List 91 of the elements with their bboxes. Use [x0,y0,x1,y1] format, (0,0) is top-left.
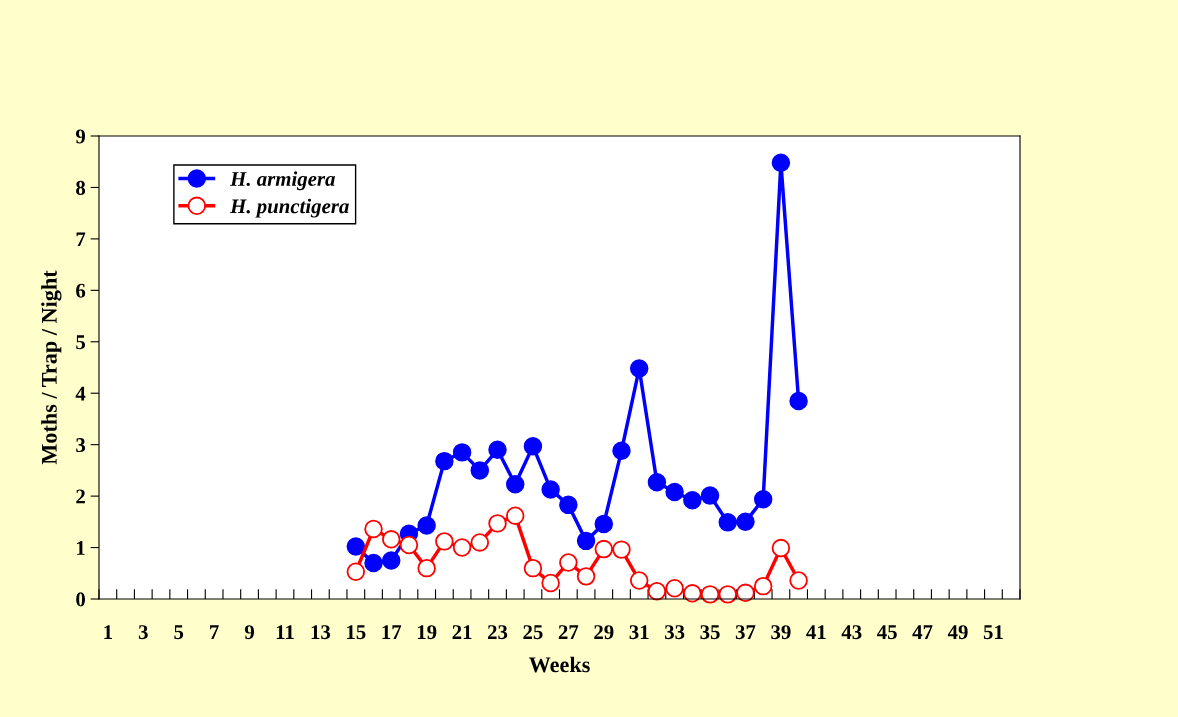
point [559,553,578,572]
point [523,436,543,456]
point [789,571,808,590]
x-tick-label: 5 [174,625,184,640]
point [346,562,366,581]
point [435,451,454,471]
x-tick-label: 23 [487,625,508,640]
point [576,567,596,586]
point [541,573,560,593]
point [488,514,507,533]
point [665,578,684,598]
point [346,537,366,556]
x-tick-label: 49 [947,625,968,640]
x-axis-title: Weeks [528,656,590,673]
point [736,583,755,603]
x-tick-label: 3 [138,625,148,640]
point [523,558,543,578]
x-tick-label: 21 [452,625,472,639]
x-tick-label: 33 [664,625,685,640]
y-tick-label: 0 [76,592,86,607]
point [470,461,490,480]
x-tick-label: 9 [244,625,254,640]
legend-label: H. armigera [229,171,335,191]
point [612,540,631,559]
point [382,530,401,549]
y-tick-label: 9 [75,129,86,144]
point [736,512,755,532]
x-tick-label: 31 [629,625,649,640]
point [771,153,791,172]
point [541,480,560,499]
point [452,538,472,557]
point [753,576,773,596]
x-tick-label: 7 [210,625,219,639]
point [683,584,702,603]
point [753,489,773,509]
y-tick-label: 2 [76,489,85,504]
point [382,551,401,570]
y-tick-label: 8 [76,180,86,195]
y-tick-label: 5 [76,335,86,350]
point [718,585,737,604]
y-tick-label: 6 [76,283,86,298]
x-tick-label: 47 [912,625,933,639]
x-tick-label: 1 [104,625,112,639]
x-tick-label: 45 [877,625,897,640]
point [647,582,667,601]
point [576,531,596,551]
point [700,585,720,604]
point [364,519,383,539]
point [665,482,684,502]
x-tick-label: 15 [347,625,366,640]
x-tick-label: 43 [841,625,862,640]
point [399,535,419,555]
x-tick-label: 35 [700,625,720,640]
x-tick-label: 37 [735,625,756,640]
point [505,506,525,525]
point [417,516,436,535]
x-tick-label: 13 [311,625,331,640]
point [470,533,490,552]
point [559,495,578,515]
x-tick-label: 51 [983,625,1003,640]
x-tick-label: 29 [594,625,614,640]
point [594,539,614,559]
point [771,538,791,558]
point [629,359,649,378]
point [718,513,737,532]
point [700,486,720,505]
point [594,514,614,534]
x-tick-label: 25 [523,625,543,640]
y-tick-label: 4 [75,386,86,401]
point [364,553,383,573]
legend-label: H. punctigera [229,198,349,218]
point [789,391,808,411]
x-tick-label: 19 [417,625,437,640]
point [488,440,507,460]
x-tick-label: 39 [771,625,791,640]
y-axis-title: Moths / Trap / Night [41,270,62,465]
point [417,558,436,578]
point [683,490,702,510]
point [647,472,667,492]
point [435,532,454,551]
point [612,441,631,461]
x-tick-label: 27 [558,625,579,639]
point [629,571,649,590]
y-tick-label: 3 [76,438,86,453]
point [505,475,525,494]
x-tick-label: 41 [806,625,826,639]
x-tick-label: 11 [276,625,294,639]
y-tick-label: 1 [77,541,85,555]
point [452,443,472,462]
y-tick-label: 7 [76,232,86,247]
x-tick-label: 17 [382,625,402,639]
